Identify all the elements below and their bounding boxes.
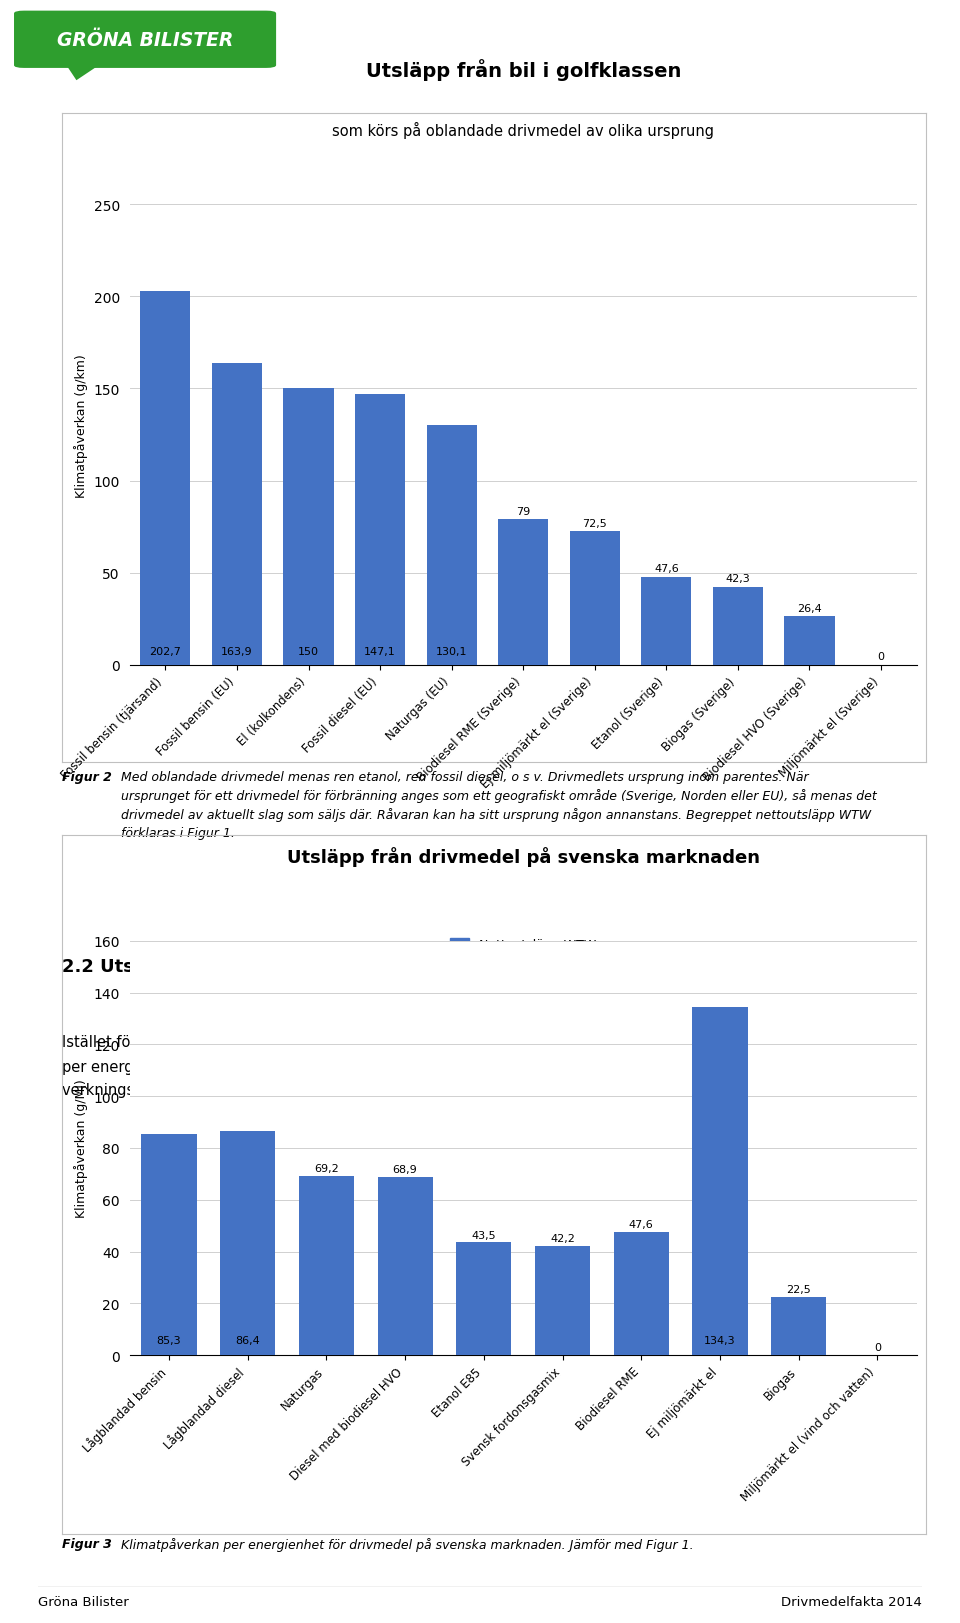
Bar (212, 364, 262, 665)
Text: 68,9: 68,9 (393, 1164, 418, 1175)
Text: 47,6: 47,6 (654, 565, 679, 575)
Text: Istället för att jämföra drivmedlens klimatpåverkan per körd sträcka kan man jäm: Istället för att jämföra drivmedlens kli… (62, 1032, 811, 1097)
Bar (692, 1008, 748, 1355)
Text: 47,6: 47,6 (629, 1219, 654, 1230)
Text: Drivmedelfakta 2014: Drivmedelfakta 2014 (780, 1595, 922, 1608)
Bar (613, 1232, 669, 1355)
Text: 43,5: 43,5 (471, 1230, 496, 1240)
Text: 0: 0 (874, 1342, 881, 1352)
FancyBboxPatch shape (14, 11, 276, 68)
Bar (299, 1177, 354, 1355)
Bar (713, 588, 763, 665)
Bar (426, 425, 477, 665)
Text: Figur 3: Figur 3 (62, 1537, 117, 1550)
Y-axis label: Klimatpåverkan (g/MJ): Klimatpåverkan (g/MJ) (74, 1079, 87, 1217)
Bar (355, 394, 405, 665)
Text: Figur 2: Figur 2 (62, 771, 117, 784)
Text: 130,1: 130,1 (436, 646, 468, 656)
Text: Med oblandade drivmedel menas ren etanol, ren fossil diesel, o s v. Drivmedlets : Med oblandade drivmedel menas ren etanol… (121, 771, 876, 839)
Text: 26,4: 26,4 (797, 604, 822, 613)
Text: Utsläpp från drivmedel på svenska marknaden: Utsläpp från drivmedel på svenska markna… (287, 847, 759, 867)
Bar (283, 390, 333, 665)
Bar (377, 1177, 433, 1355)
Bar (498, 519, 548, 665)
Text: 163,9: 163,9 (221, 646, 252, 656)
Text: 69,2: 69,2 (314, 1164, 339, 1173)
Legend: Nettoutsläpp WTW: Nettoutsläpp WTW (445, 933, 601, 956)
Y-axis label: Klimatpåverkan (g/km): Klimatpåverkan (g/km) (74, 354, 88, 498)
Bar (220, 1131, 276, 1355)
Text: 134,3: 134,3 (705, 1334, 735, 1345)
Polygon shape (66, 67, 99, 81)
Bar (141, 1134, 197, 1355)
Bar (569, 532, 620, 665)
Text: 86,4: 86,4 (235, 1334, 260, 1345)
Text: 79: 79 (516, 506, 530, 516)
Text: Gröna Bilister: Gröna Bilister (38, 1595, 130, 1608)
Text: 85,3: 85,3 (156, 1334, 181, 1345)
Text: 42,2: 42,2 (550, 1233, 575, 1243)
Text: 202,7: 202,7 (150, 646, 181, 656)
Text: Klimatpåverkan per energienhet för drivmedel på svenska marknaden. Jämför med Fi: Klimatpåverkan per energienhet för drivm… (121, 1537, 694, 1552)
Text: 0: 0 (877, 652, 884, 662)
Bar (535, 1246, 590, 1355)
Text: 147,1: 147,1 (364, 646, 396, 656)
Text: 22,5: 22,5 (786, 1284, 811, 1295)
Text: som körs på oblandade drivmedel av olika ursprung: som körs på oblandade drivmedel av olika… (332, 122, 714, 140)
Text: GRÖNA BILISTER: GRÖNA BILISTER (57, 31, 233, 50)
Text: Utsläpp från bil i golfklassen: Utsläpp från bil i golfklassen (366, 60, 681, 81)
Bar (641, 578, 691, 665)
Text: 2.2 Utsläpp per energienhet: 2.2 Utsläpp per energienhet (62, 958, 348, 975)
Bar (140, 292, 190, 665)
Bar (771, 1297, 827, 1355)
Bar (784, 617, 834, 665)
Text: 42,3: 42,3 (726, 575, 751, 584)
Text: 72,5: 72,5 (583, 518, 607, 527)
Bar (456, 1243, 512, 1355)
Text: 150: 150 (298, 646, 319, 656)
